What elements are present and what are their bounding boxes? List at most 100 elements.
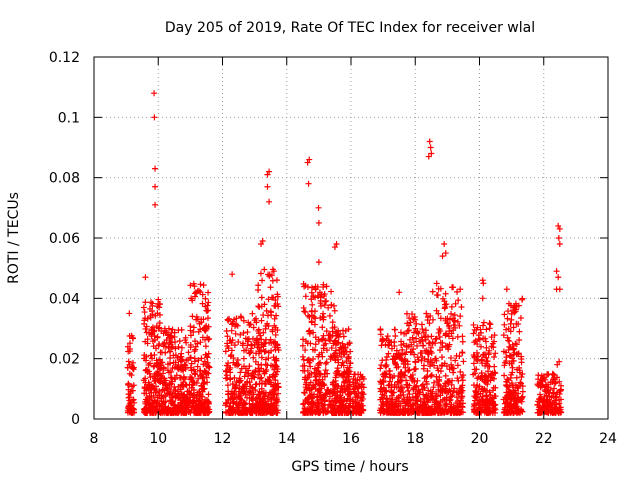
data-point [334,365,341,372]
data-point [516,328,523,335]
data-point [379,336,386,343]
data-point [556,241,563,248]
data-point [448,303,455,310]
data-point [263,405,270,412]
data-point [339,359,346,366]
data-point [205,350,212,357]
data-point [409,394,416,401]
data-point [257,409,264,416]
data-point [185,349,192,356]
data-point [443,330,450,337]
data-point [152,165,159,172]
data-point [518,394,525,401]
data-point [318,336,325,343]
data-point [246,400,253,407]
data-point [436,376,443,383]
y-tick-label: 0 [71,412,80,428]
data-point [245,338,252,345]
data-point [318,349,325,356]
data-point [206,364,213,371]
data-point [442,372,449,379]
data-point [446,366,453,373]
data-point [175,408,182,415]
data-point [146,305,153,312]
data-point [203,322,210,329]
data-point [151,373,158,380]
data-point [483,344,490,351]
data-point [187,354,194,361]
data-point [399,384,406,391]
data-point [424,368,431,375]
data-point [471,326,478,333]
data-point [445,343,452,350]
data-point [307,406,314,413]
data-point [378,362,385,369]
data-point [314,402,321,409]
data-point [377,385,384,392]
data-point [340,373,347,380]
data-point [258,354,265,361]
data-point [234,322,241,329]
data-point [502,349,509,356]
data-point [424,314,431,321]
data-point [410,346,417,353]
data-point [167,339,174,346]
data-point [182,409,189,416]
data-point [388,345,395,352]
data-point [448,393,455,400]
data-point [451,312,458,319]
data-point [155,325,162,332]
data-point [226,366,233,373]
data-point [269,409,276,416]
data-point [306,156,313,163]
data-point [126,402,133,409]
data-point [301,283,308,290]
data-point [242,365,249,372]
data-point [309,301,316,308]
data-point [422,348,429,355]
data-point [515,385,522,392]
data-point [386,367,393,374]
data-point [258,380,265,387]
data-point [227,400,234,407]
data-point [504,315,511,322]
data-point [328,288,335,295]
data-point [445,323,452,330]
y-tick-label: 0.1 [58,110,80,126]
data-point [141,407,148,414]
data-point [308,395,315,402]
data-point [192,293,199,300]
data-point [405,327,412,334]
data-point [478,356,485,363]
data-point [258,303,265,310]
data-point [267,336,274,343]
data-point [334,332,341,339]
data-point [322,360,329,367]
data-point [340,362,347,369]
data-point [151,332,158,339]
data-point [192,371,199,378]
y-tick-label: 0.06 [49,231,80,247]
data-point [479,295,486,302]
data-point [319,376,326,383]
data-point [169,409,176,416]
data-point [407,406,414,413]
data-point [442,250,449,257]
data-point [403,408,410,415]
data-point [510,409,517,416]
data-point [344,364,351,371]
data-point [385,342,392,349]
data-point [142,315,149,322]
data-point [148,326,155,333]
data-point [224,316,231,323]
data-point [380,377,387,384]
data-point [260,390,267,397]
data-point [399,397,406,404]
data-point [197,281,204,288]
data-point [164,332,171,339]
data-point [300,356,307,363]
data-point [430,409,437,416]
data-point [443,301,450,308]
data-point [321,398,328,405]
data-point [508,316,515,323]
